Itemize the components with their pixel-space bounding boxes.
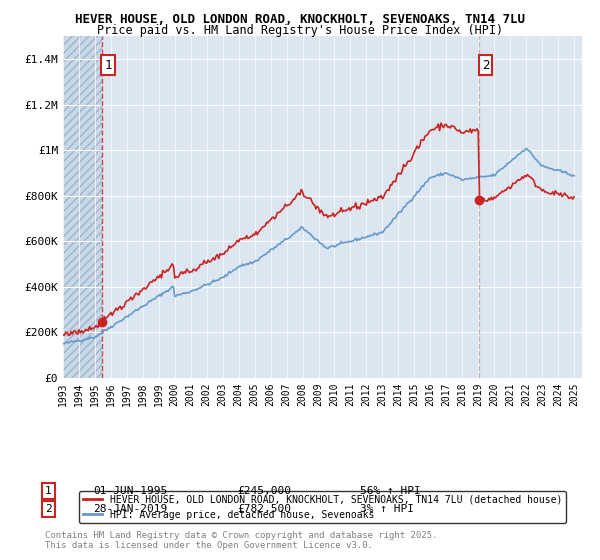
- Text: £245,000: £245,000: [237, 486, 291, 496]
- Text: 2: 2: [482, 59, 490, 72]
- Text: 3% ↑ HPI: 3% ↑ HPI: [360, 504, 414, 514]
- Text: Contains HM Land Registry data © Crown copyright and database right 2025.
This d: Contains HM Land Registry data © Crown c…: [45, 530, 437, 550]
- Text: 2: 2: [45, 504, 52, 514]
- Legend: HEVER HOUSE, OLD LONDON ROAD, KNOCKHOLT, SEVENOAKS, TN14 7LU (detached house), H: HEVER HOUSE, OLD LONDON ROAD, KNOCKHOLT,…: [79, 491, 566, 524]
- Bar: [63, 36, 101, 378]
- Text: Price paid vs. HM Land Registry's House Price Index (HPI): Price paid vs. HM Land Registry's House …: [97, 24, 503, 37]
- Text: 56% ↑ HPI: 56% ↑ HPI: [360, 486, 421, 496]
- Text: 28-JAN-2019: 28-JAN-2019: [93, 504, 167, 514]
- Text: HEVER HOUSE, OLD LONDON ROAD, KNOCKHOLT, SEVENOAKS, TN14 7LU: HEVER HOUSE, OLD LONDON ROAD, KNOCKHOLT,…: [75, 13, 525, 26]
- Text: £782,500: £782,500: [237, 504, 291, 514]
- Text: 1: 1: [104, 59, 112, 72]
- Text: 01-JUN-1995: 01-JUN-1995: [93, 486, 167, 496]
- Text: 1: 1: [45, 486, 52, 496]
